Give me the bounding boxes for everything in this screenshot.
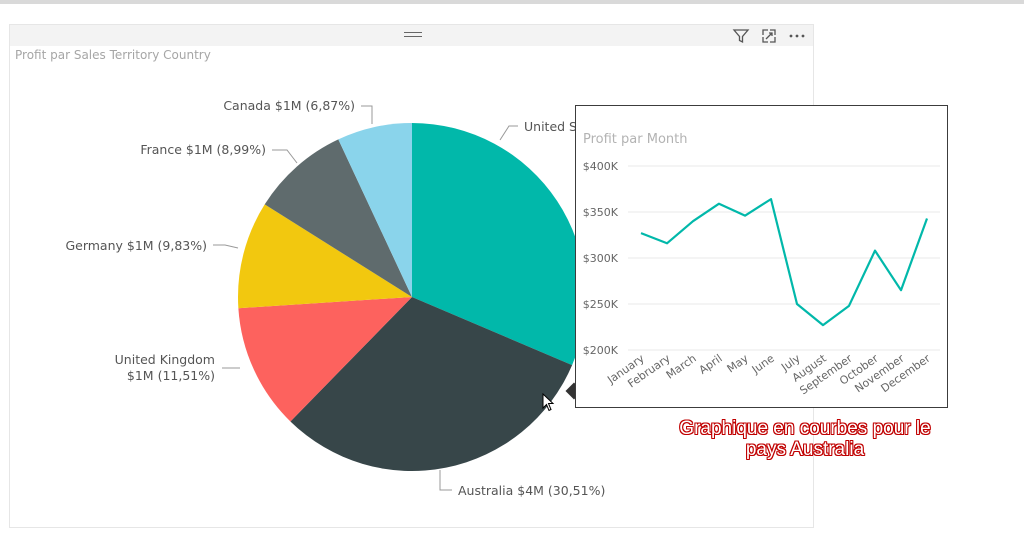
pie-data-label: $1M (11,51%) [127, 368, 215, 383]
pie-data-label: Canada $1M (6,87%) [223, 98, 355, 113]
x-tick-label: June [749, 352, 777, 377]
annotation-caption: Graphique en courbes pour le pays Austra… [640, 418, 970, 460]
line-series-profit [640, 198, 929, 327]
pie-slice-france[interactable] [264, 139, 412, 297]
x-tick-label: May [725, 352, 751, 376]
pie-chart-title: Profit par Sales Territory Country [15, 48, 211, 62]
pie-slice-united-kingdom[interactable] [238, 297, 412, 422]
pie-data-label: France $1M (8,99%) [140, 142, 266, 157]
pie-data-label: Australia $4M (30,51%) [458, 483, 605, 498]
focus-mode-icon[interactable] [760, 27, 778, 45]
pie-slice-germany[interactable] [237, 204, 412, 309]
x-tick-label: April [697, 352, 725, 377]
visual-header[interactable] [9, 24, 814, 46]
x-tick-label: March [664, 352, 699, 382]
tooltip-line-chart-card: Profit par Month $200K $250K $300K $350K $40… [575, 105, 948, 408]
more-options-icon[interactable] [788, 27, 806, 45]
pie-data-label: United Kingdom [115, 352, 215, 367]
pie-data-label: Germany $1M (9,83%) [65, 238, 207, 253]
top-divider [0, 0, 1024, 4]
y-tick-label: $350K [583, 206, 619, 219]
y-tick-label: $200K [583, 344, 619, 357]
caption-line-2: pays Australia [745, 439, 865, 460]
line-chart-title: Profit par Month [583, 132, 688, 147]
caption-line-1: Graphique en courbes pour le [679, 418, 931, 439]
line-chart: $200K$250K$300K$350K$400KJanuaryFebruary… [583, 160, 940, 397]
mouse-cursor-icon [542, 393, 555, 412]
y-tick-label: $250K [583, 298, 619, 311]
pie-leader-line [361, 105, 373, 124]
y-tick-label: $400K [583, 160, 619, 173]
pie-slice-united-states[interactable] [412, 123, 586, 366]
pie-leader-line [213, 244, 239, 249]
pie-slice-canada[interactable] [338, 123, 412, 297]
y-tick-label: $300K [583, 252, 619, 265]
pie-leader-line [272, 149, 298, 164]
filter-icon[interactable] [732, 27, 750, 45]
pie-data-label: United S [524, 119, 577, 134]
pie-slice-australia[interactable] [290, 297, 573, 471]
pie-leader-line [439, 470, 452, 491]
pie-leader-line [499, 125, 518, 141]
drag-handle-icon[interactable] [404, 32, 422, 38]
